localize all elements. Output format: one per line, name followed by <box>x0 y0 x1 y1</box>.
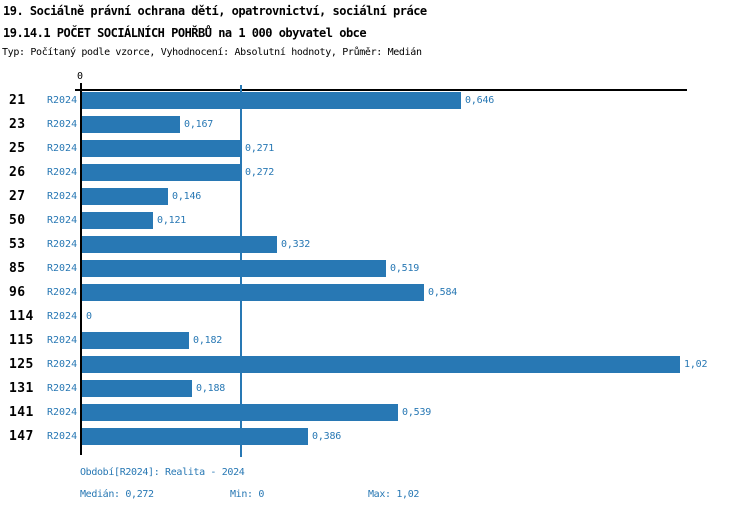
value-bar <box>82 140 241 157</box>
row-category-label: 50 <box>9 213 26 228</box>
row-category-label: 25 <box>9 141 26 156</box>
bar-value-label: 0,146 <box>172 191 202 202</box>
footer-median-label: Medián: 0,272 <box>80 489 154 500</box>
row-category-label: 96 <box>9 285 26 300</box>
bar-value-label: 0 <box>86 311 92 322</box>
row-category-label: 114 <box>9 309 34 324</box>
row-series-label: R2024 <box>47 407 78 418</box>
value-bar <box>82 92 461 109</box>
bar-value-label: 0,182 <box>193 335 223 346</box>
row-category-label: 125 <box>9 357 34 372</box>
row-series-label: R2024 <box>47 263 78 274</box>
value-bar <box>82 332 189 349</box>
row-category-label: 27 <box>9 189 26 204</box>
row-series-label: R2024 <box>47 119 78 130</box>
report-title-line1: 19. Sociálně právní ochrana dětí, opatro… <box>3 4 427 18</box>
row-series-label: R2024 <box>47 95 78 106</box>
row-series-label: R2024 <box>47 335 78 346</box>
row-series-label: R2024 <box>47 359 78 370</box>
bar-value-label: 0,332 <box>281 239 311 250</box>
bar-value-label: 0,519 <box>390 263 420 274</box>
footer-period-label: Období[R2024]: Realita - 2024 <box>80 467 245 478</box>
value-bar <box>82 404 398 421</box>
value-bar <box>82 260 386 277</box>
row-series-label: R2024 <box>47 191 78 202</box>
row-category-label: 147 <box>9 429 34 444</box>
row-category-label: 131 <box>9 381 34 396</box>
value-bar <box>82 428 308 445</box>
bar-value-label: 0,584 <box>428 287 458 298</box>
row-category-label: 26 <box>9 165 26 180</box>
value-bar <box>82 116 180 133</box>
bar-value-label: 0,121 <box>157 215 187 226</box>
row-series-label: R2024 <box>47 215 78 226</box>
bar-value-label: 0,272 <box>245 167 275 178</box>
bar-value-label: 0,646 <box>465 95 495 106</box>
row-series-label: R2024 <box>47 239 78 250</box>
value-bar <box>82 236 277 253</box>
bar-value-label: 0,539 <box>402 407 432 418</box>
row-category-label: 53 <box>9 237 26 252</box>
row-series-label: R2024 <box>47 383 78 394</box>
bar-value-label: 1,02 <box>684 359 708 370</box>
row-series-label: R2024 <box>47 431 78 442</box>
value-bar <box>82 164 241 181</box>
row-series-label: R2024 <box>47 167 78 178</box>
row-category-label: 23 <box>9 117 26 132</box>
report-title-line2: 19.14.1 POČET SOCIÁLNÍCH POHŘBŮ na 1 000… <box>3 26 367 40</box>
y-axis-line <box>80 83 82 455</box>
row-category-label: 21 <box>9 93 26 108</box>
value-bar <box>82 212 153 229</box>
report-subtitle: Typ: Počítaný podle vzorce, Vyhodnocení:… <box>2 47 422 58</box>
value-bar <box>82 356 680 373</box>
bar-value-label: 0,386 <box>312 431 342 442</box>
bar-value-label: 0,271 <box>245 143 275 154</box>
row-series-label: R2024 <box>47 287 78 298</box>
row-category-label: 115 <box>9 333 34 348</box>
value-bar <box>82 284 424 301</box>
bar-value-label: 0,188 <box>196 383 226 394</box>
row-category-label: 141 <box>9 405 34 420</box>
row-category-label: 85 <box>9 261 26 276</box>
bar-value-label: 0,167 <box>184 119 214 130</box>
row-series-label: R2024 <box>47 143 78 154</box>
row-series-label: R2024 <box>47 311 78 322</box>
x-axis-zero-tick-label: 0 <box>77 71 84 82</box>
value-bar <box>82 188 168 205</box>
x-axis-line <box>75 89 687 91</box>
value-bar <box>82 380 192 397</box>
footer-min-label: Min: 0 <box>230 489 265 500</box>
footer-max-label: Max: 1,02 <box>368 489 420 500</box>
